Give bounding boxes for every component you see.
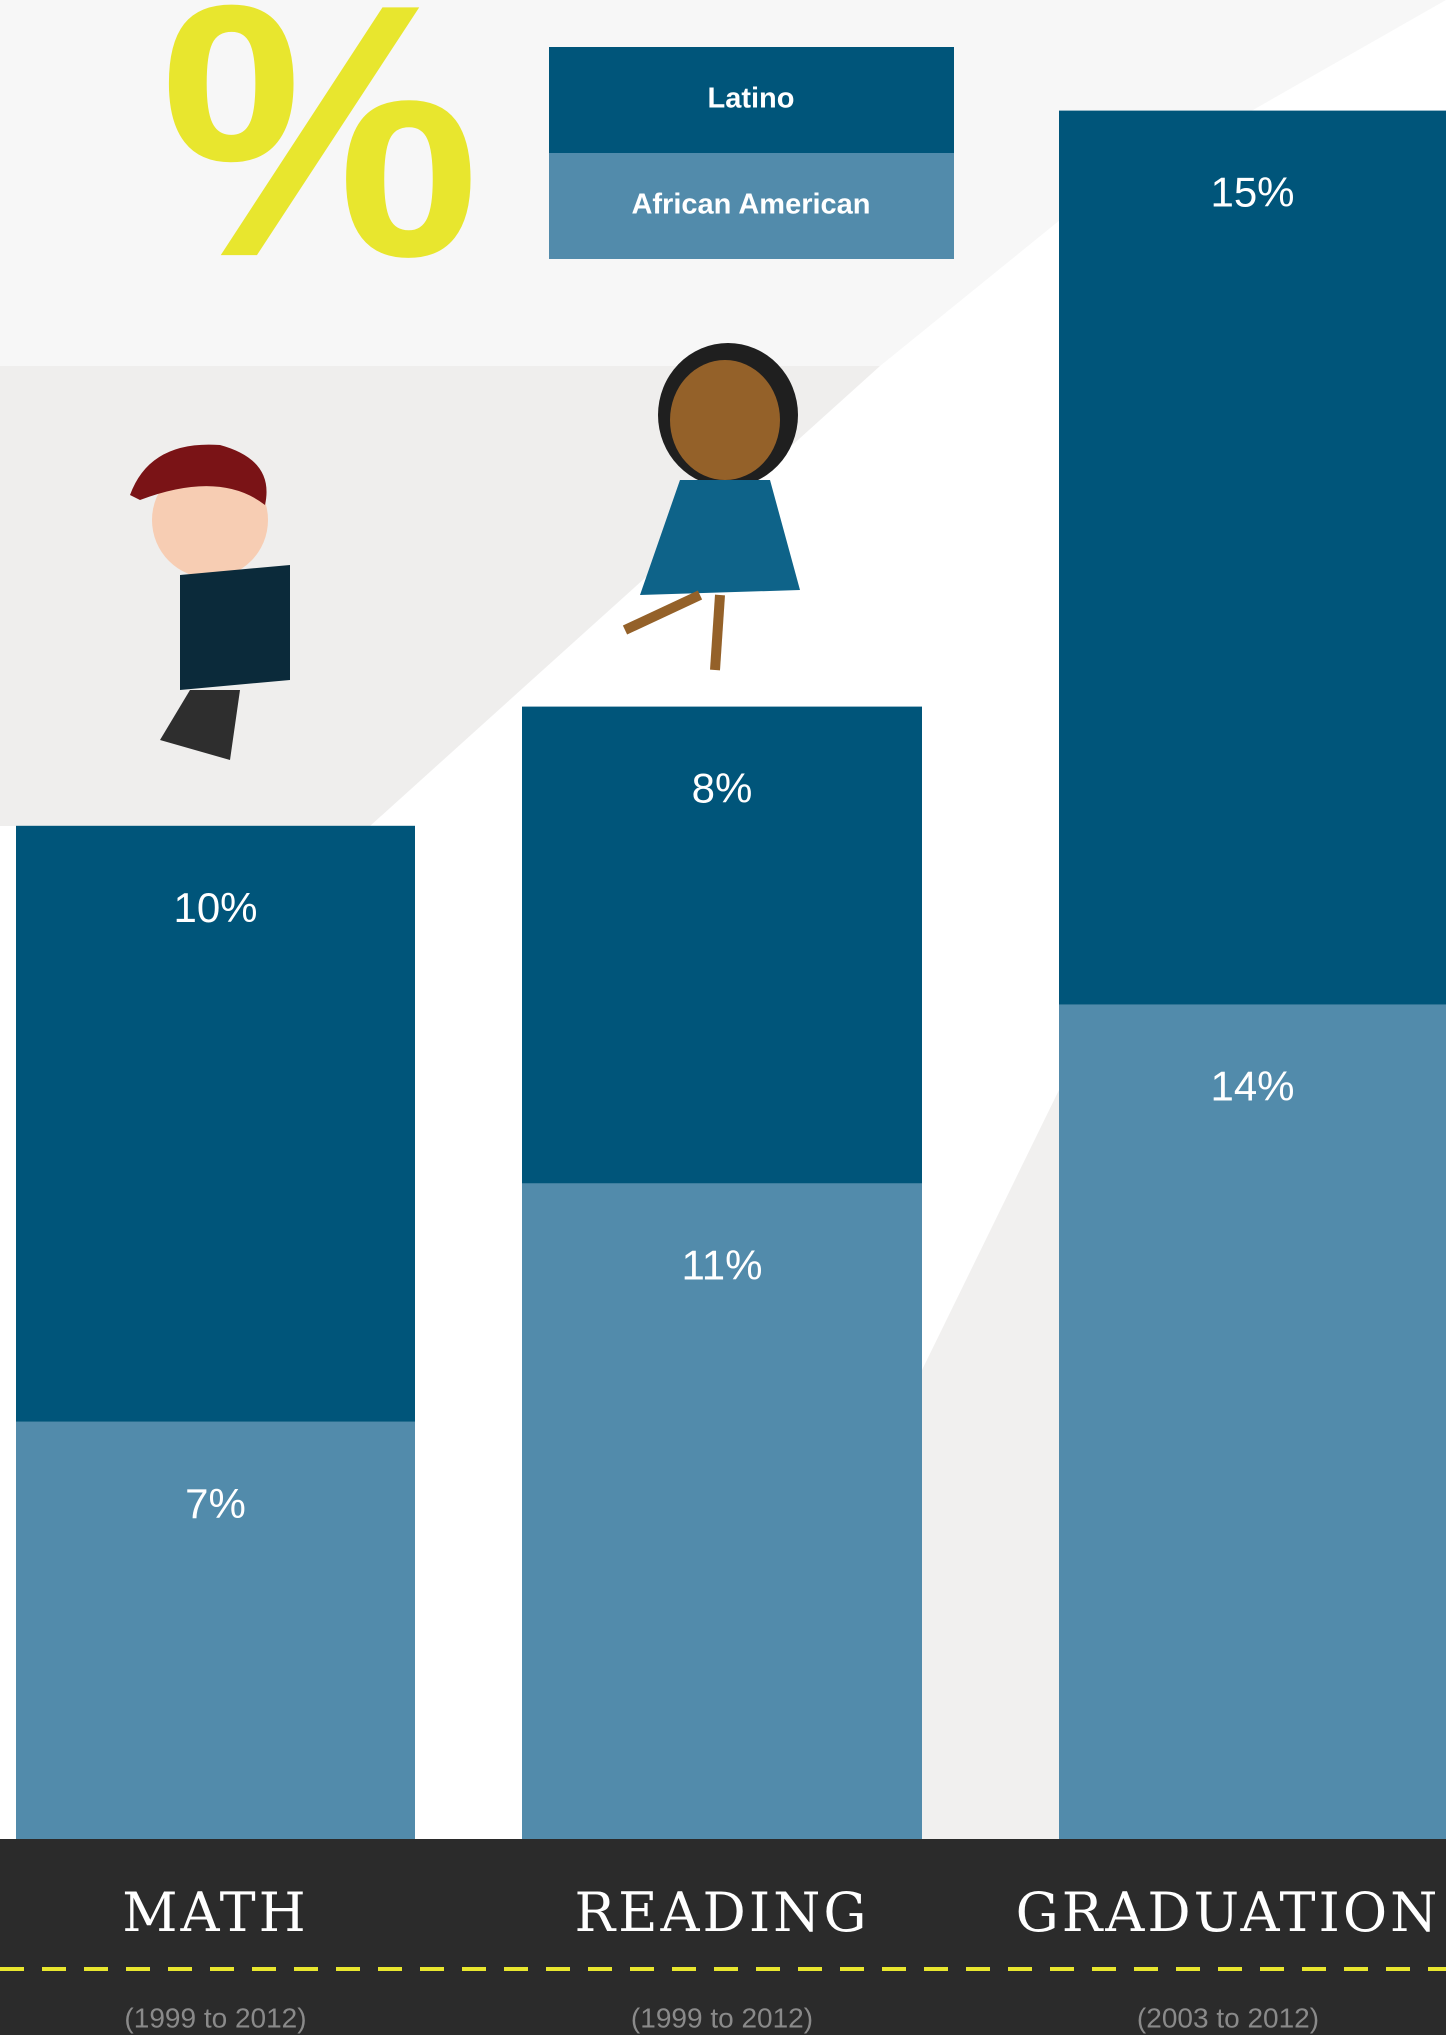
bar-segment bbox=[522, 706, 922, 1184]
backdrop bbox=[922, 1090, 1059, 1839]
value-label: 14% bbox=[1210, 1063, 1294, 1110]
period-label: (1999 to 2012) bbox=[631, 2002, 813, 2033]
category-label: MATH bbox=[122, 1881, 308, 1944]
legend-label: African American bbox=[631, 189, 870, 221]
bar-segment bbox=[16, 825, 415, 1422]
period-label: (2003 to 2012) bbox=[1137, 2002, 1319, 2033]
period-label: (1999 to 2012) bbox=[124, 2002, 306, 2033]
legend-swatch bbox=[549, 47, 954, 153]
bar-segment bbox=[16, 1421, 415, 1839]
legend: Latino African American bbox=[549, 47, 954, 259]
footer-band bbox=[0, 1839, 1446, 2035]
percent-symbol: % bbox=[160, 0, 480, 332]
bar-segment bbox=[522, 1183, 922, 1839]
legend-swatch bbox=[549, 153, 954, 259]
value-label: 8% bbox=[692, 765, 753, 812]
category-label: GRADUATION bbox=[1016, 1881, 1441, 1944]
character-boy bbox=[130, 444, 290, 760]
legend-label: Latino bbox=[708, 83, 795, 115]
character-girl bbox=[622, 343, 800, 671]
value-label: 15% bbox=[1210, 169, 1294, 216]
value-label: 11% bbox=[682, 1241, 763, 1288]
value-label: 10% bbox=[173, 884, 257, 931]
value-label: 7% bbox=[185, 1480, 246, 1527]
bar-segment bbox=[1059, 1004, 1446, 1839]
category-label: READING bbox=[574, 1881, 869, 1944]
bar-segment bbox=[1059, 110, 1446, 1005]
